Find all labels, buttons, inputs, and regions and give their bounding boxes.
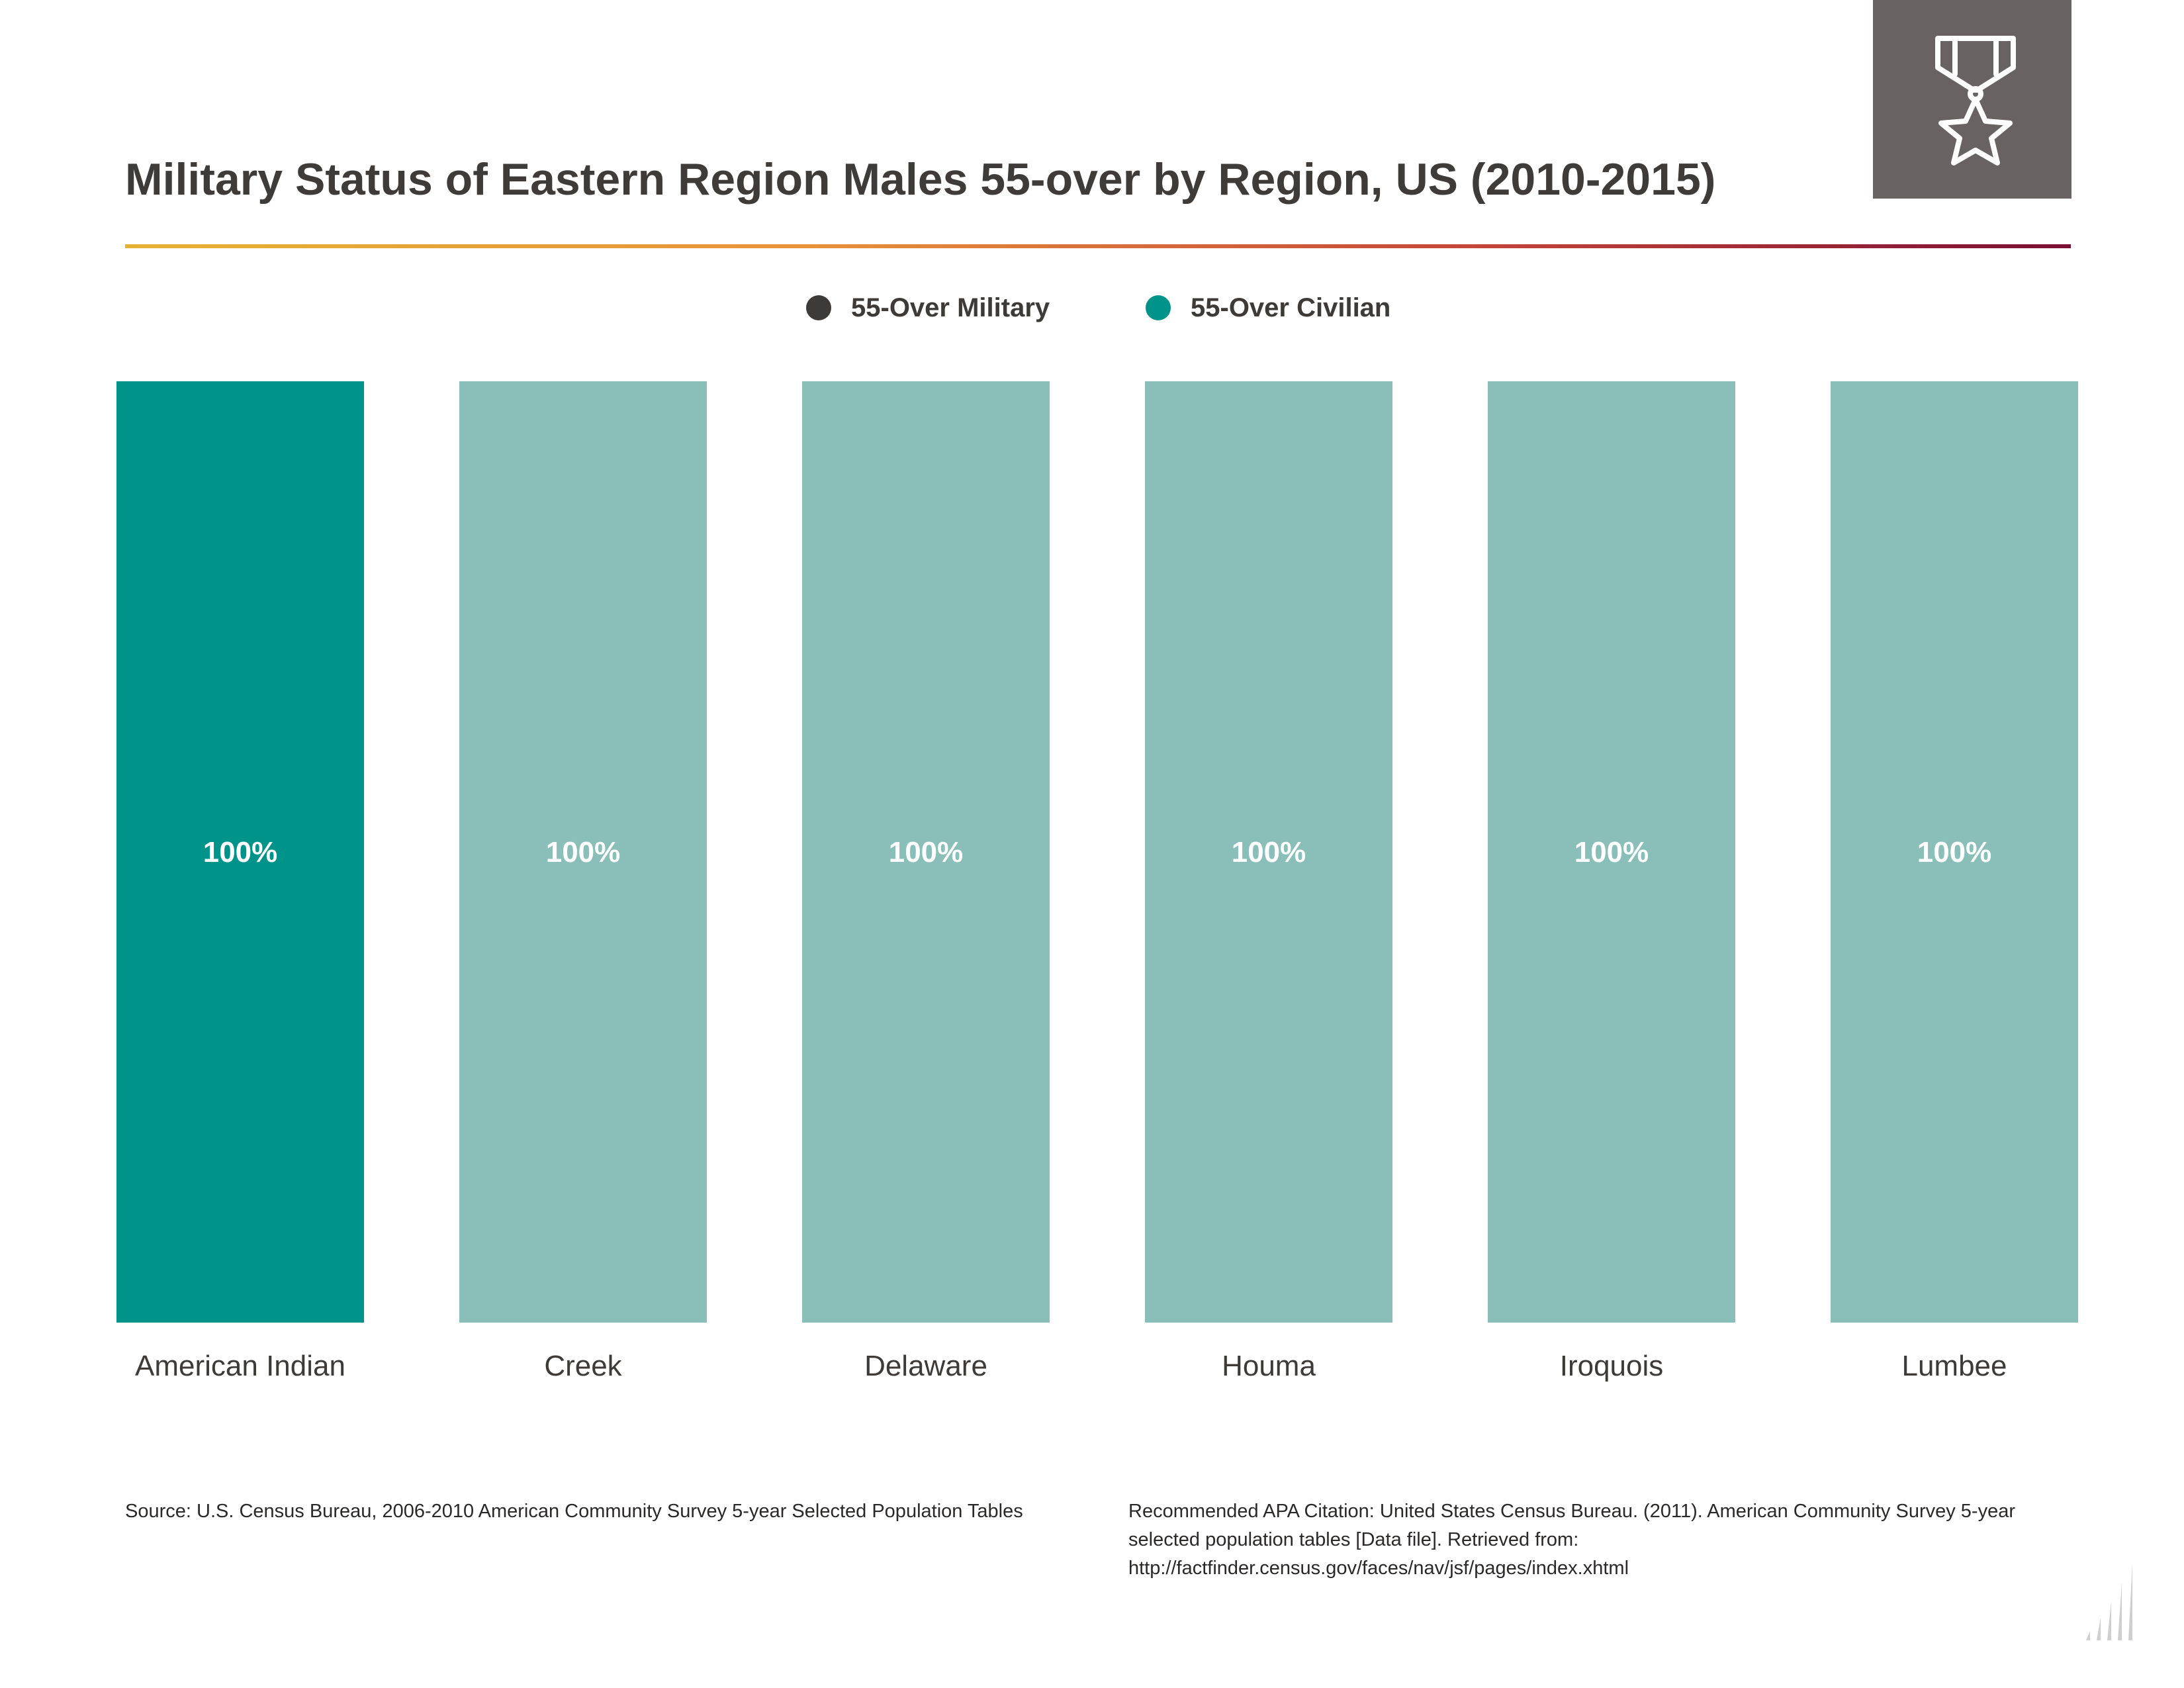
bar-civilian-4 <box>1488 381 1735 1323</box>
category-label-2: Delaware <box>864 1350 987 1382</box>
citation-note: Recommended APA Citation: United States … <box>1128 1501 2016 1579</box>
source-note: Source: U.S. Census Bureau, 2006-2010 Am… <box>125 1501 1023 1522</box>
data-label-5: 100% <box>1917 836 1992 868</box>
medal-star-icon <box>1935 36 2016 165</box>
data-label-3: 100% <box>1232 836 1306 868</box>
legend-swatch-military <box>806 295 831 320</box>
legend-label-military: 55-Over Military <box>851 293 1050 322</box>
data-label-4: 100% <box>1574 836 1649 868</box>
medal-badge <box>1873 0 2071 199</box>
legend-swatch-civilian <box>1146 295 1171 320</box>
category-label-1: Creek <box>544 1350 622 1382</box>
bar-civilian-2 <box>802 381 1050 1323</box>
data-label-2: 100% <box>889 836 964 868</box>
bar-civilian-1 <box>459 381 707 1323</box>
category-label-5: Lumbee <box>1901 1350 2007 1382</box>
bar-civilian-5 <box>1831 381 2078 1323</box>
chart-title: Military Status of Eastern Region Males … <box>125 154 1716 205</box>
data-label-1: 100% <box>546 836 621 868</box>
legend-item-military: 55-Over Military <box>806 288 1050 328</box>
category-label-0: American Indian <box>135 1350 345 1382</box>
bar-civilian-3 <box>1145 381 1392 1323</box>
legend-label-civilian: 55-Over Civilian <box>1191 293 1391 322</box>
bar-chart: 100% American Indian 100% Creek 100% Delaware… <box>116 381 2078 1382</box>
title-divider <box>125 244 2071 248</box>
category-label-3: Houma <box>1222 1350 1316 1382</box>
chart-legend: 55-Over Military 55-Over Civilian <box>0 288 2184 328</box>
category-label-4: Iroquois <box>1560 1350 1664 1382</box>
data-label-0: 100% <box>203 836 278 868</box>
bar-civilian-0 <box>116 381 364 1323</box>
bar-chart-logo-icon <box>2086 1564 2132 1640</box>
legend-item-civilian: 55-Over Civilian <box>1146 288 1390 328</box>
